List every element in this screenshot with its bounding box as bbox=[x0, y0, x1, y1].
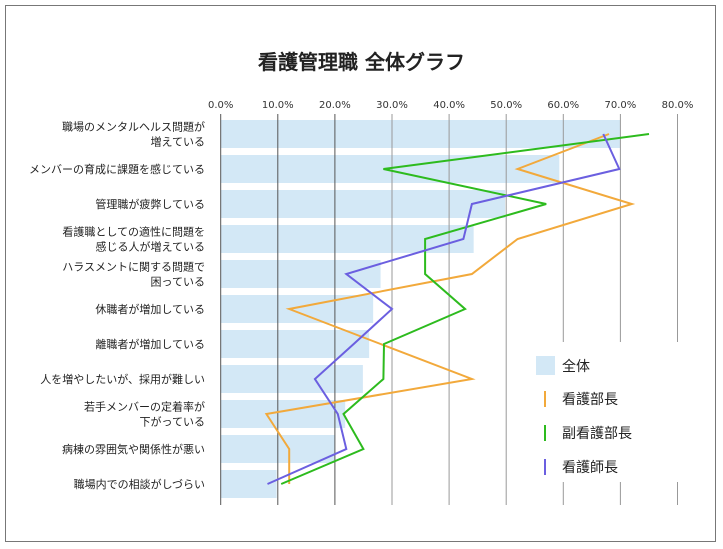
legend-swatch-全体 bbox=[536, 356, 555, 375]
x-tick-label: 60.0% bbox=[547, 100, 579, 111]
bar-10 bbox=[220, 470, 277, 498]
x-tick-label: 10.0% bbox=[262, 100, 294, 111]
category-label: 休職者が増加している bbox=[95, 302, 205, 316]
x-tick-label: 20.0% bbox=[319, 100, 351, 111]
x-tick-label: 80.0% bbox=[662, 100, 694, 111]
bar-0 bbox=[220, 120, 621, 148]
category-label: 下がっている bbox=[140, 415, 205, 429]
legend-label: 全体 bbox=[562, 358, 590, 375]
legend-label: 看護師長 bbox=[562, 460, 618, 476]
bar-2 bbox=[220, 190, 506, 218]
bar-5 bbox=[220, 295, 374, 323]
bar-4 bbox=[220, 260, 381, 288]
category-label: 離職者が増加している bbox=[95, 337, 205, 351]
legend-label: 副看護部長 bbox=[562, 426, 632, 442]
bar-6 bbox=[220, 330, 370, 358]
chart-frame bbox=[5, 5, 716, 542]
x-tick-label: 0.0% bbox=[208, 100, 233, 111]
x-tick-label: 70.0% bbox=[605, 100, 637, 111]
category-label: 若手メンバーの定着率が bbox=[84, 400, 205, 414]
chart-title: 看護管理職 全体グラフ bbox=[258, 50, 465, 74]
x-tick-label: 40.0% bbox=[433, 100, 465, 111]
category-label: 職場内での相談がしづらい bbox=[74, 477, 205, 491]
category-label: ハラスメントに関する問題で bbox=[62, 261, 205, 274]
bar-7 bbox=[220, 365, 363, 393]
category-label: 人を増やしたいが、採用が難しい bbox=[40, 372, 205, 386]
category-label: 困っている bbox=[151, 276, 205, 289]
category-label: 感じる人が増えている bbox=[96, 240, 205, 254]
x-tick-label: 50.0% bbox=[490, 100, 522, 111]
category-label: 増えている bbox=[151, 136, 205, 149]
legend-label: 看護部長 bbox=[562, 392, 618, 408]
category-label: 職場のメンタルヘルス問題が bbox=[62, 120, 205, 134]
category-label: 看護職としての適性に問題を bbox=[62, 225, 205, 239]
bar-3 bbox=[220, 225, 474, 253]
category-label: メンバーの育成に課題を感じている bbox=[29, 162, 205, 176]
category-label: 病棟の雰囲気や関係性が悪い bbox=[62, 442, 205, 456]
category-label: 管理職が疲弊している bbox=[95, 197, 205, 211]
x-tick-label: 30.0% bbox=[376, 100, 408, 111]
